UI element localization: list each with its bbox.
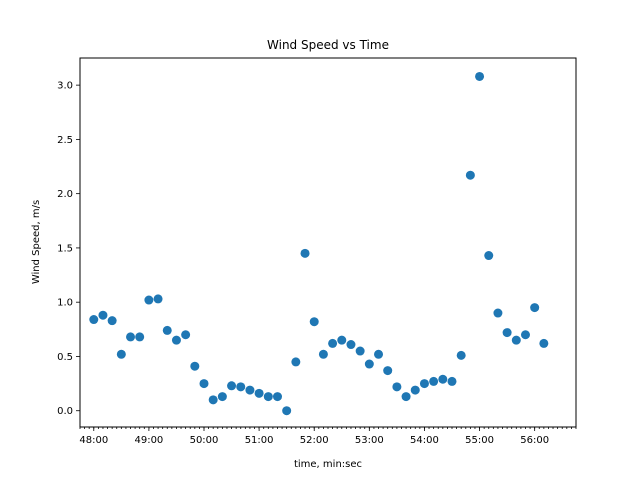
x-tick-label: 50:00 xyxy=(190,435,219,446)
data-point xyxy=(245,385,255,395)
x-tick-label: 53:00 xyxy=(355,435,384,446)
ticks-layer: 48:00 49:00 50:00 51:00 52:00 53:00 54:00 55:00… xyxy=(57,81,577,446)
data-point xyxy=(410,385,420,395)
data-point xyxy=(511,335,521,345)
data-point xyxy=(328,338,338,348)
plot-frame xyxy=(79,57,577,428)
data-point xyxy=(227,381,237,391)
x-tick-label: 49:00 xyxy=(134,435,163,446)
data-point xyxy=(217,392,227,402)
x-axis-label: time, min:sec xyxy=(294,459,362,470)
y-tick-label: 2.0 xyxy=(57,189,73,200)
x-tick-label: 55:00 xyxy=(465,435,494,446)
data-point xyxy=(374,349,384,359)
data-point xyxy=(475,71,485,81)
data-point xyxy=(171,335,181,345)
data-point xyxy=(318,349,328,359)
data-point xyxy=(484,251,494,261)
data-point xyxy=(300,248,310,258)
data-point xyxy=(520,330,530,340)
data-point xyxy=(346,340,356,350)
chart-title: Wind Speed vs Time xyxy=(267,38,389,52)
data-point xyxy=(309,317,319,327)
data-point xyxy=(162,325,172,335)
data-point xyxy=(107,316,117,326)
y-axis-label: Wind Speed, m/s xyxy=(31,200,42,284)
data-point xyxy=(539,338,549,348)
data-point xyxy=(465,170,475,180)
x-tick-label: 48:00 xyxy=(79,435,108,446)
y-tick-label: 1.0 xyxy=(57,298,73,309)
data-point xyxy=(181,330,191,340)
data-point xyxy=(493,308,503,318)
data-point xyxy=(153,294,163,304)
data-point xyxy=(254,388,264,398)
data-point xyxy=(355,346,365,356)
data-point xyxy=(429,376,439,386)
y-tick-label: 2.5 xyxy=(57,135,73,146)
y-tick-label: 0.0 xyxy=(57,406,73,417)
data-point xyxy=(144,295,154,305)
x-tick-label: 52:00 xyxy=(300,435,329,446)
data-point xyxy=(263,392,273,402)
data-point xyxy=(337,335,347,345)
y-tick-label: 3.0 xyxy=(57,81,73,92)
data-point xyxy=(530,303,540,313)
x-tick-label: 51:00 xyxy=(245,435,274,446)
data-point xyxy=(401,392,411,402)
x-tick-label: 54:00 xyxy=(410,435,439,446)
data-point xyxy=(383,366,393,376)
data-point xyxy=(447,376,457,386)
data-point xyxy=(208,395,218,405)
data-point xyxy=(116,349,126,359)
data-point xyxy=(135,332,145,342)
points-layer xyxy=(89,71,549,416)
data-point xyxy=(272,392,282,402)
data-point xyxy=(126,332,136,342)
x-tick-label: 56:00 xyxy=(520,435,549,446)
data-point xyxy=(456,350,466,360)
data-point xyxy=(392,382,402,392)
data-point xyxy=(199,379,209,389)
data-point xyxy=(291,357,301,367)
data-point xyxy=(419,379,429,389)
data-point xyxy=(190,361,200,371)
y-tick-label: 1.5 xyxy=(57,243,73,254)
data-point xyxy=(438,374,448,384)
data-point xyxy=(98,310,108,320)
data-point xyxy=(282,406,292,416)
data-point xyxy=(236,382,246,392)
data-point xyxy=(502,328,512,338)
data-point xyxy=(364,359,374,369)
data-point xyxy=(89,315,99,325)
y-tick-label: 0.5 xyxy=(57,352,73,363)
